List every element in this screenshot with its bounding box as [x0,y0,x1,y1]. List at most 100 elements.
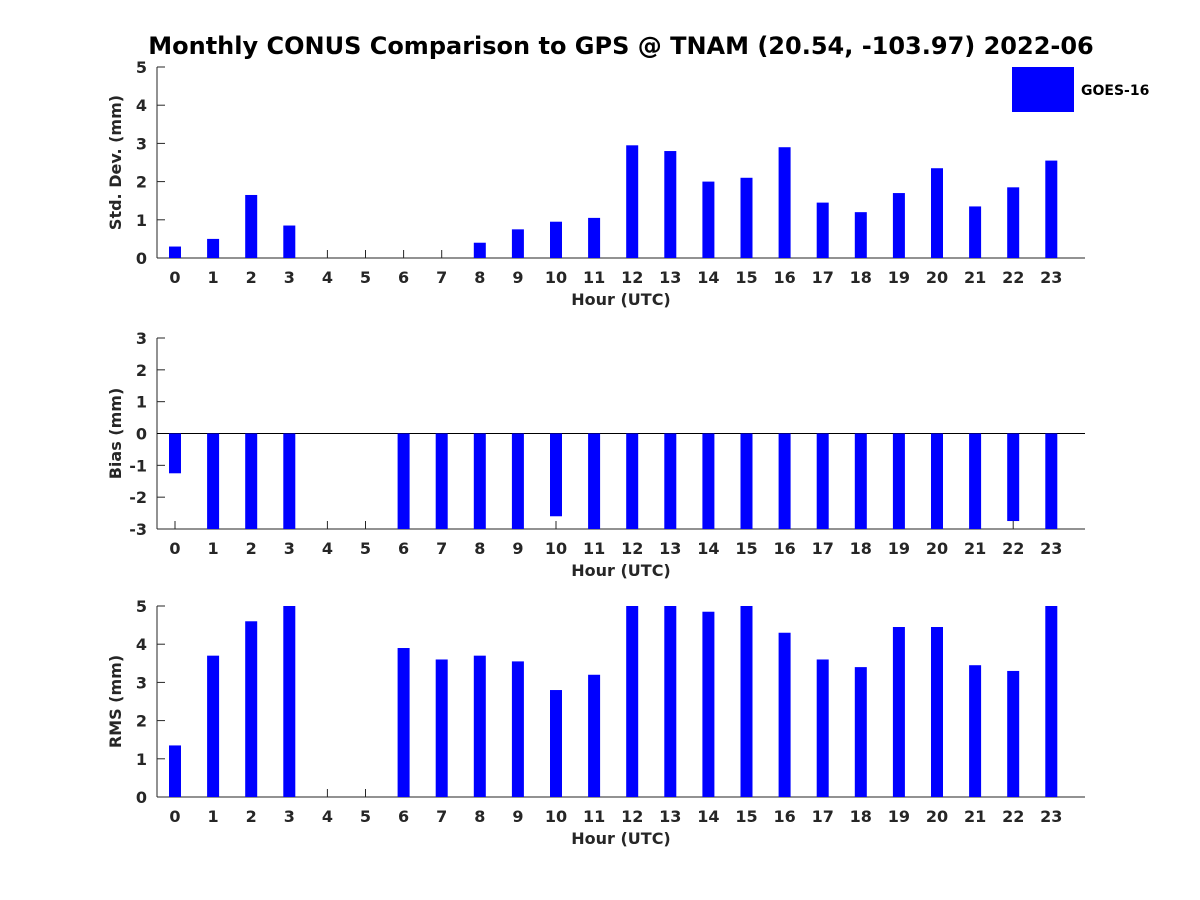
bar-hour-20 [931,627,943,797]
bar-hour-20 [931,168,943,258]
bar-hour-23 [1045,606,1058,797]
bar-hour-18 [854,433,867,529]
std-dev-xtick-label: 18 [850,268,872,287]
bar-hour-0 [169,745,181,797]
bar-hour-15 [740,606,753,797]
bias-xtick-label: 4 [322,539,333,558]
rms-xtick-label: 18 [850,807,872,826]
bar-hour-20 [931,433,943,529]
bias-xtick-label: 8 [474,539,485,558]
bar-hour-23 [1045,433,1058,529]
std-dev-ytick-label: 4 [136,96,147,115]
bias-xtick-label: 18 [850,539,872,558]
rms-xtick-label: 11 [583,807,605,826]
bias-xtick-label: 23 [1040,539,1062,558]
rms-ylabel: RMS (mm) [106,655,125,748]
legend: GOES-16 [1012,67,1149,112]
bar-hour-3 [283,225,296,258]
std-dev-xtick-label: 19 [888,268,910,287]
bar-hour-14 [702,433,715,529]
rms-xtick-label: 13 [659,807,681,826]
std-dev-xtick-label: 22 [1002,268,1024,287]
bar-hour-14 [702,611,715,797]
rms-xtick-label: 23 [1040,807,1062,826]
rms-ytick-label: 0 [136,788,147,807]
bar-hour-8 [473,242,486,258]
bar-hour-12 [626,433,639,529]
legend-swatch [1012,67,1074,112]
rms-xtick-label: 0 [169,807,180,826]
bias-xtick-label: 6 [398,539,409,558]
bar-hour-13 [664,433,677,529]
bar-hour-11 [588,674,601,797]
std-dev-xtick-label: 3 [284,268,295,287]
bar-hour-18 [854,212,867,258]
std-dev-ytick-label: 3 [136,134,147,153]
rms-xtick-label: 3 [284,807,295,826]
bar-hour-21 [969,433,982,529]
rms-xtick-label: 1 [208,807,219,826]
bar-hour-1 [207,655,220,797]
bias-ytick-label: 1 [136,393,147,412]
rms-xtick-label: 6 [398,807,409,826]
std-dev-xtick-label: 2 [246,268,257,287]
bar-hour-16 [778,433,791,529]
rms-xtick-label: 8 [474,807,485,826]
rms-xtick-label: 15 [735,807,757,826]
bar-hour-2 [245,621,258,797]
bar-hour-3 [283,606,296,797]
std-dev-xtick-label: 23 [1040,268,1062,287]
bias-ytick-label: 2 [136,361,147,380]
bar-hour-16 [778,632,791,797]
bar-hour-11 [588,433,601,529]
bar-hour-0 [169,246,181,258]
bar-hour-19 [892,433,905,529]
bias-xtick-label: 16 [773,539,795,558]
bar-hour-1 [207,238,220,258]
std-dev-xtick-label: 11 [583,268,605,287]
bias-ytick-label: 3 [136,329,147,348]
bar-hour-8 [473,433,486,529]
std-dev-xtick-label: 5 [360,268,371,287]
bar-hour-3 [283,433,296,529]
std-dev-xtick-label: 10 [545,268,567,287]
bias-xtick-label: 14 [697,539,719,558]
bias-xtick-label: 17 [812,539,834,558]
rms-xtick-label: 9 [512,807,523,826]
rms-ytick-label: 1 [136,750,147,769]
bias-ytick-label: -2 [129,488,147,507]
std-dev-xtick-label: 0 [169,268,180,287]
rms-xtick-label: 19 [888,807,910,826]
std-dev-xtick-label: 21 [964,268,986,287]
bar-hour-10 [550,690,562,797]
bar-hour-14 [702,181,715,258]
rms-xtick-label: 22 [1002,807,1024,826]
bar-hour-21 [969,665,982,797]
std-dev-xtick-label: 8 [474,268,485,287]
std-dev-xtick-label: 14 [697,268,719,287]
bar-hour-7 [435,659,448,797]
std-dev-xlabel: Hour (UTC) [571,290,671,309]
std-dev-xtick-label: 15 [735,268,757,287]
bias-xtick-label: 2 [246,539,257,558]
bar-hour-22 [1007,187,1020,258]
bar-hour-7 [435,433,448,529]
bias-xtick-label: 0 [169,539,180,558]
std-dev-ytick-label: 0 [136,249,147,268]
bar-hour-10 [550,221,562,258]
rms-xtick-label: 12 [621,807,643,826]
rms-ytick-label: 2 [136,712,147,731]
bias-xtick-label: 12 [621,539,643,558]
bar-hour-15 [740,177,753,258]
bar-hour-12 [626,606,639,797]
bias-xtick-label: 11 [583,539,605,558]
bias-xtick-label: 21 [964,539,986,558]
rms-xtick-label: 17 [812,807,834,826]
bar-hour-0 [169,433,181,474]
bias-xlabel: Hour (UTC) [571,561,671,580]
bias-xtick-label: 9 [512,539,523,558]
rms-ytick-label: 4 [136,635,147,654]
